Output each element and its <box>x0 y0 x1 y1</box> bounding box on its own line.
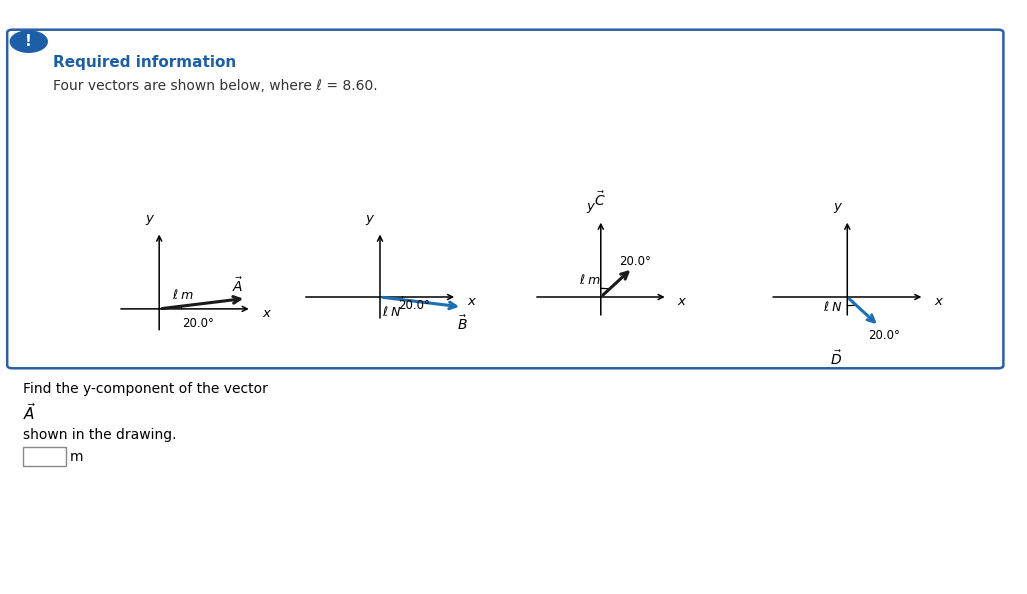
Text: 20.0°: 20.0° <box>398 299 430 312</box>
Text: ℓ N: ℓ N <box>824 301 842 314</box>
Text: y: y <box>145 211 153 225</box>
Text: Find the y-component of the vector: Find the y-component of the vector <box>23 382 267 396</box>
Text: y: y <box>833 200 841 213</box>
Text: m: m <box>70 450 83 464</box>
Text: y: y <box>586 200 595 213</box>
Text: $\vec{A}$: $\vec{A}$ <box>232 276 243 295</box>
Text: shown in the drawing.: shown in the drawing. <box>23 428 176 442</box>
Text: $\vec{D}$: $\vec{D}$ <box>830 349 842 368</box>
Text: 20.0°: 20.0° <box>868 329 900 342</box>
Text: y: y <box>366 211 374 225</box>
Text: !: ! <box>26 34 32 49</box>
Text: ℓ N: ℓ N <box>382 306 401 319</box>
Text: $\vec{C}$: $\vec{C}$ <box>594 190 605 209</box>
FancyBboxPatch shape <box>23 447 66 466</box>
Text: x: x <box>467 295 476 308</box>
Text: Required information: Required information <box>53 55 236 70</box>
Text: $\vec{B}$: $\vec{B}$ <box>457 314 467 333</box>
Text: ℓ m: ℓ m <box>579 274 600 287</box>
Text: x: x <box>935 295 943 308</box>
Text: Four vectors are shown below, where ℓ = 8.60.: Four vectors are shown below, where ℓ = … <box>53 79 378 93</box>
Text: $\vec{A}$: $\vec{A}$ <box>23 402 36 424</box>
Circle shape <box>10 31 47 52</box>
Text: ℓ m: ℓ m <box>173 289 193 302</box>
Text: x: x <box>678 295 686 308</box>
Text: x: x <box>262 307 270 320</box>
FancyBboxPatch shape <box>7 30 1003 368</box>
Text: 20.0°: 20.0° <box>619 255 651 268</box>
Text: 20.0°: 20.0° <box>182 317 214 330</box>
